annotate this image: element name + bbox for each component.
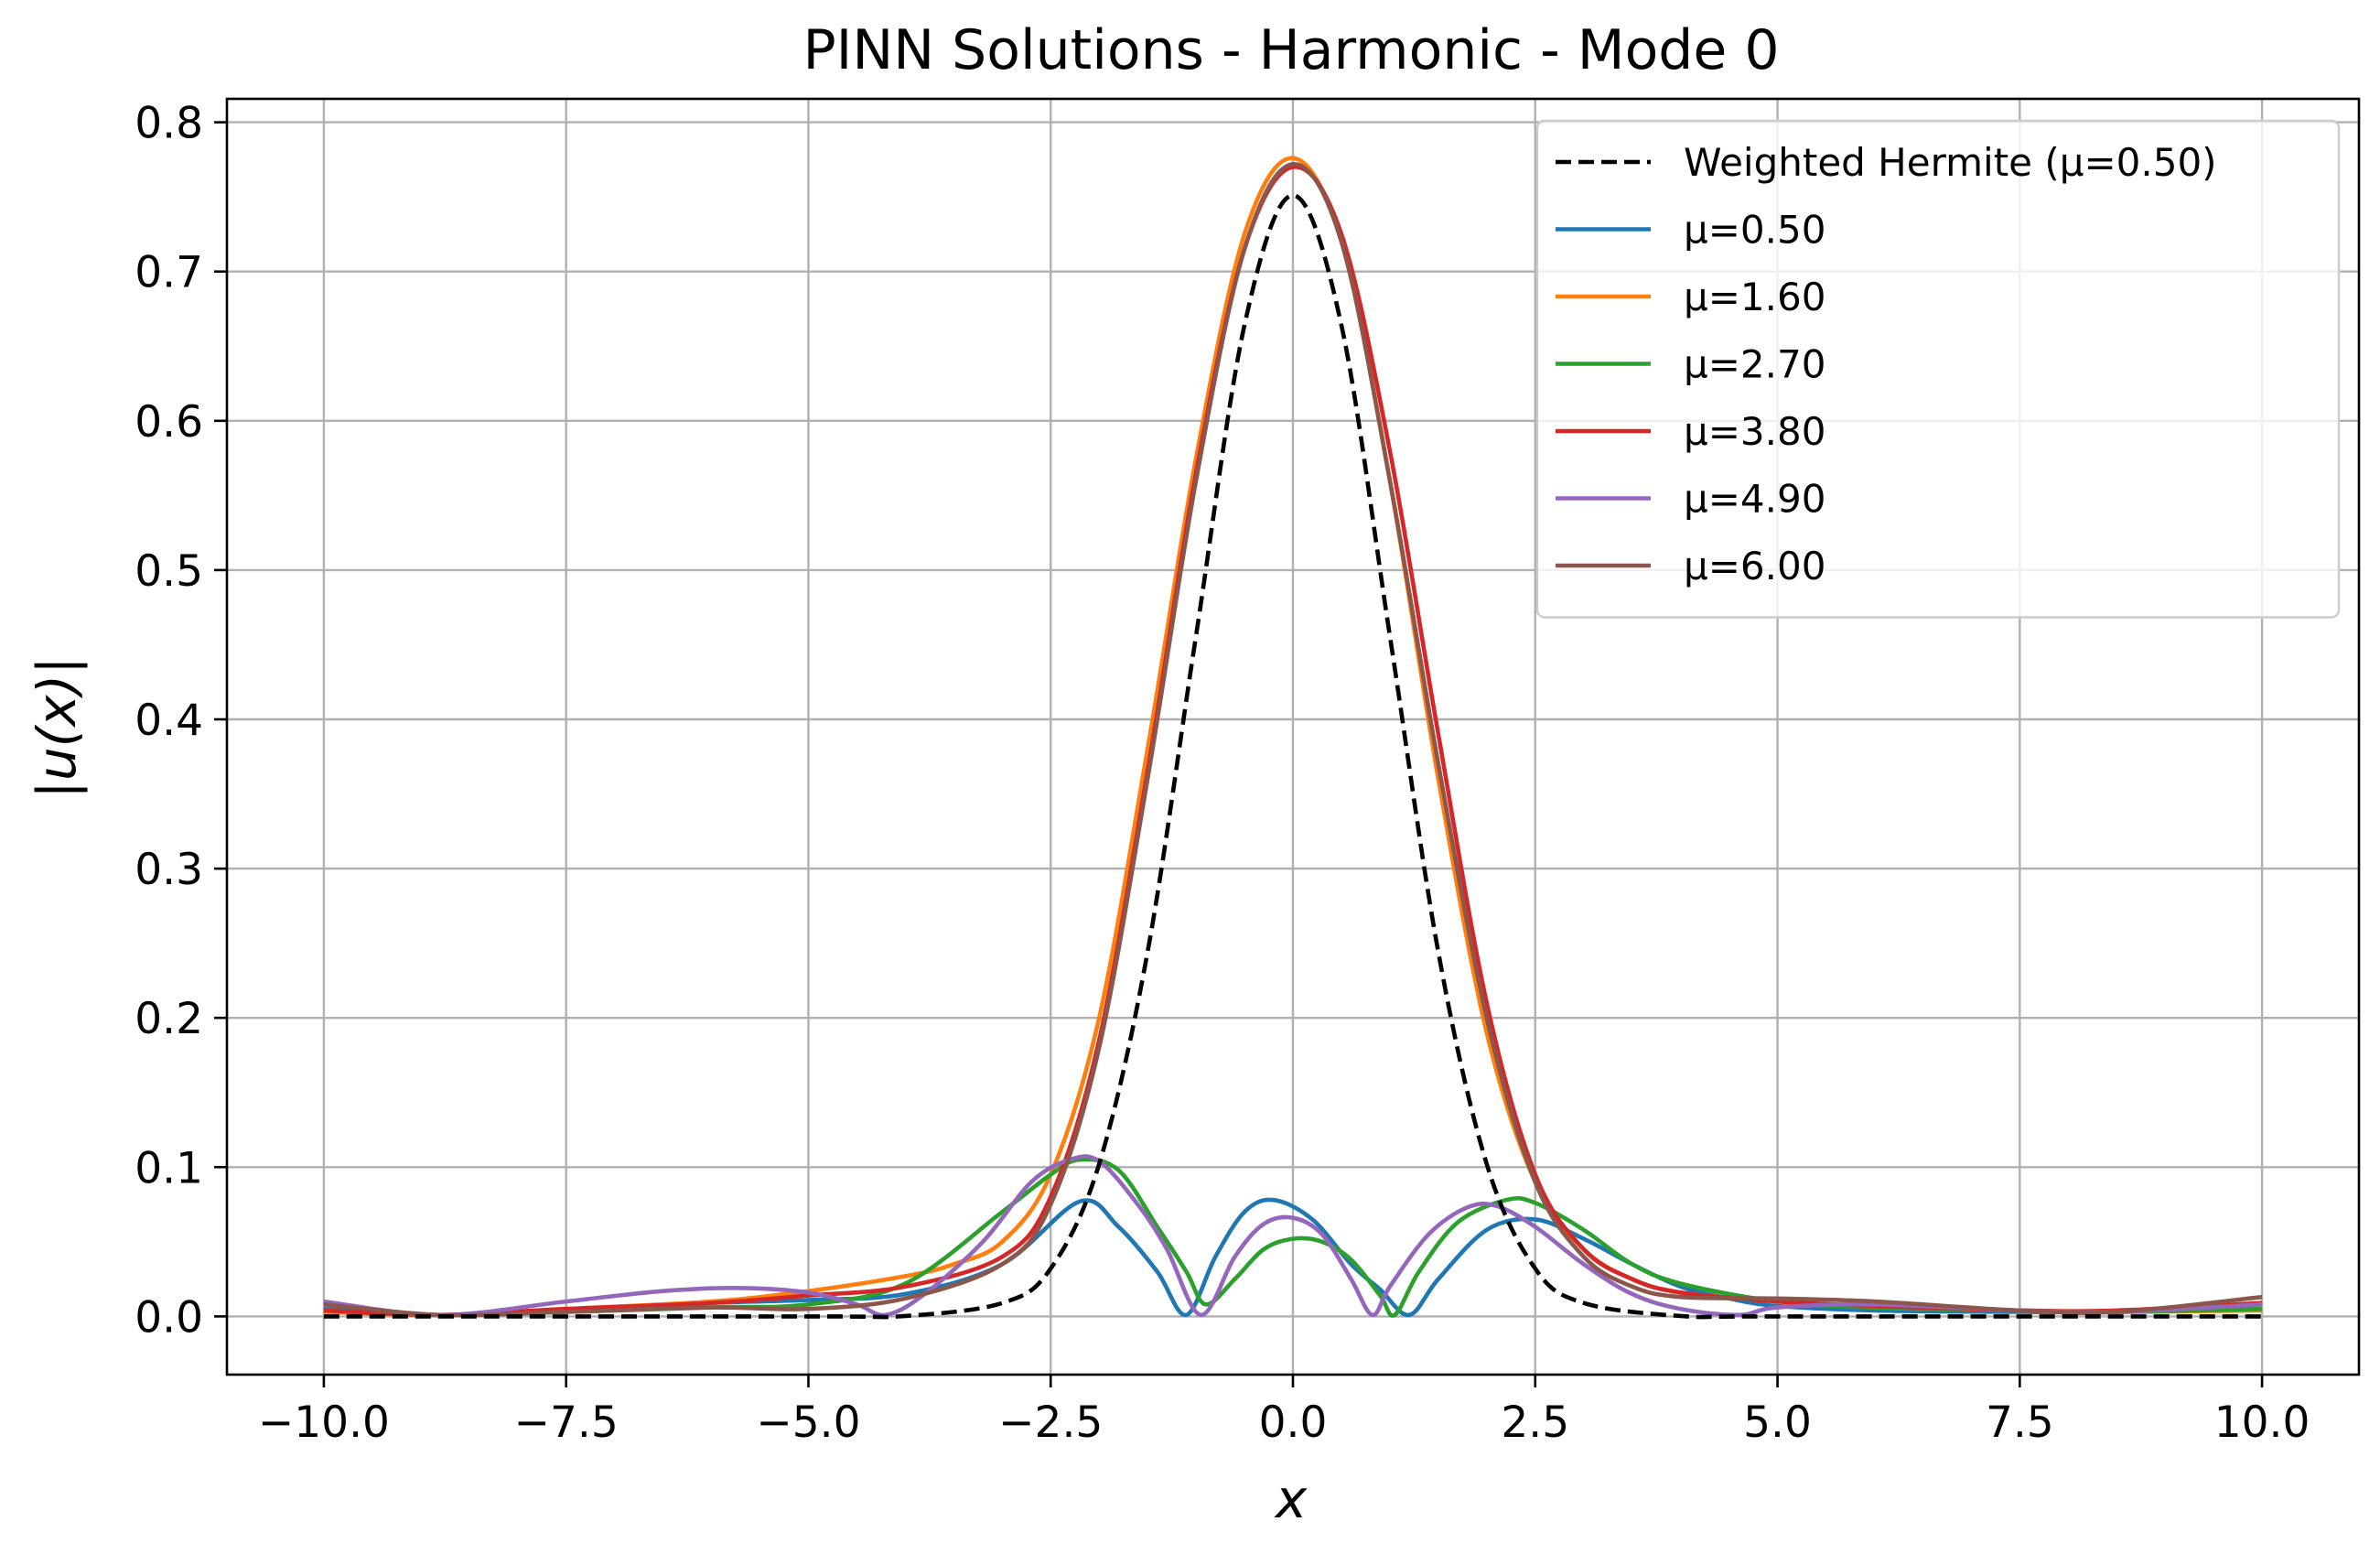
y-tick-label: 0.8 [135, 99, 203, 149]
legend-label: μ=3.80 [1684, 409, 1825, 454]
x-tick-label: −5.0 [756, 1398, 860, 1448]
y-tick-label: 0.4 [135, 696, 203, 746]
chart-title: PINN Solutions - Harmonic - Mode 0 [802, 18, 1779, 82]
y-axis-label: |u(x)| [26, 656, 88, 798]
legend-box [1535, 119, 2341, 619]
legend-label: Weighted Hermite (μ=0.50) [1684, 140, 2217, 185]
x-tick-label: 2.5 [1501, 1398, 1569, 1448]
legend-label: μ=4.90 [1684, 477, 1825, 522]
x-axis-label: x [1274, 1468, 1308, 1530]
x-tick-label: −7.5 [514, 1398, 619, 1448]
grid [227, 99, 2359, 1375]
legend-label: μ=1.60 [1684, 275, 1825, 319]
y-tick-label: 0.1 [135, 1143, 203, 1193]
y-tick-label: 0.6 [135, 397, 203, 448]
x-tick-label: 0.0 [1259, 1398, 1328, 1448]
axis-ticks: −10.0 −7.5 −5.0 −2.5 0.0 2.5 5.0 7.5 10.0 0.0 0.1 0… [135, 99, 2310, 1448]
y-tick-label: 0.2 [135, 994, 203, 1044]
plot-lines [323, 156, 2263, 1320]
legend-label: μ=0.50 [1684, 208, 1825, 253]
series-line [323, 162, 2263, 1318]
x-tick-label: 10.0 [2214, 1398, 2310, 1448]
y-tick-label: 0.0 [135, 1292, 203, 1343]
y-tick-label: 0.5 [135, 546, 203, 597]
y-tick-label: 0.7 [135, 248, 203, 298]
x-tick-label: 5.0 [1743, 1398, 1812, 1448]
series-line [323, 1154, 2263, 1318]
y-tick-label: 0.3 [135, 845, 203, 895]
legend-label: μ=2.70 [1684, 342, 1825, 387]
x-tick-label: 7.5 [1986, 1398, 2054, 1448]
x-tick-label: −10.0 [258, 1398, 390, 1448]
legend: Weighted Hermite (μ=0.50) μ=0.50 μ=1.60 μ=2… [1535, 119, 2341, 619]
legend-label: μ=6.00 [1684, 544, 1825, 588]
x-tick-label: −2.5 [998, 1398, 1103, 1448]
